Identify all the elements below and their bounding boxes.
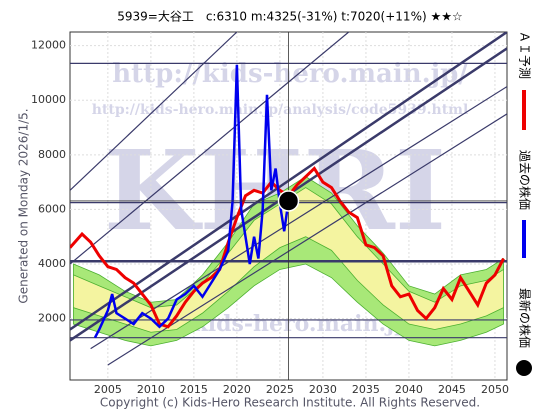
legend-swatch	[516, 360, 532, 376]
y-tick-label: 12000	[31, 39, 66, 52]
legend-label: ＡＩ予測	[518, 31, 532, 79]
trend-line	[107, 113, 507, 366]
trend-line	[70, 32, 350, 265]
y-tick-label: 8000	[38, 148, 66, 161]
y-tick-label: 6000	[38, 202, 66, 215]
trend-line	[70, 32, 238, 191]
x-tick-label: 2025	[266, 383, 294, 396]
legend-label: 最新の株価	[518, 288, 533, 348]
x-tick-label: 2040	[395, 383, 423, 396]
chart-title: 5939=大谷工 c:6310 m:4325(-31%) t:7020(+11%…	[117, 10, 463, 24]
y-tick-label: 4000	[38, 257, 66, 270]
x-tick-label: 2030	[309, 383, 337, 396]
plot-area: http://kids-hero.main.jp/http://kids-her…	[70, 32, 507, 380]
trend-line	[90, 86, 507, 350]
x-tick-label: 2045	[438, 383, 466, 396]
side-note: Generated on Monday 2026/1/5.	[17, 108, 31, 303]
footer: Copyright (c) Kids-Hero Research Institu…	[100, 396, 480, 410]
x-tick-label: 2005	[94, 383, 122, 396]
latest-point	[277, 190, 300, 212]
legend-label: 過去の株価	[518, 150, 533, 210]
x-tick-label: 2050	[481, 383, 509, 396]
x-tick-label: 2020	[223, 383, 251, 396]
y-tick-label: 2000	[38, 312, 66, 325]
x-tick-label: 2015	[180, 383, 208, 396]
x-tick-label: 2010	[137, 383, 165, 396]
series-line	[93, 64, 290, 339]
x-tick-label: 2035	[352, 383, 380, 396]
y-tick-label: 10000	[31, 93, 66, 106]
